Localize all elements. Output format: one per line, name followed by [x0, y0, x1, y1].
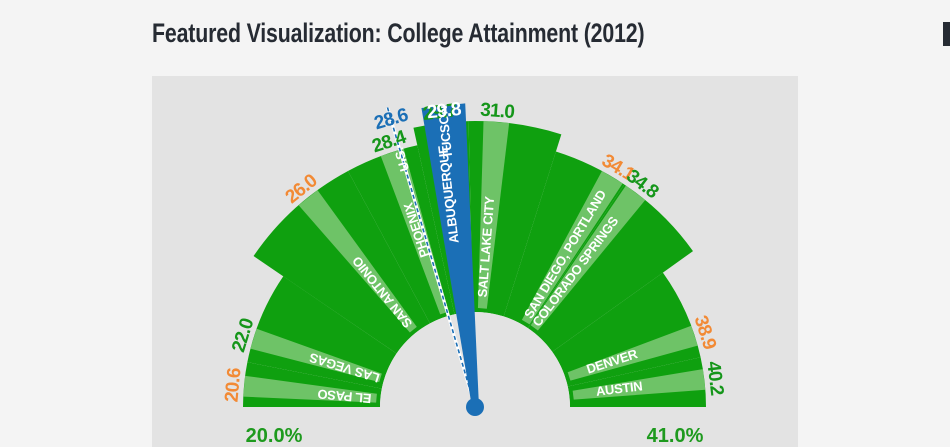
value-band-san-antonio — [298, 190, 417, 333]
sector-colorado-springs — [527, 184, 693, 352]
sector-san-antonio — [253, 171, 430, 354]
value-band-phoenix — [380, 148, 449, 315]
gauge-pivot — [466, 398, 484, 416]
value-label-austin: 40.2 — [702, 360, 727, 396]
value-band-denver — [567, 325, 698, 381]
city-label-tucson: TUCSON — [435, 105, 455, 159]
page-title: Featured Visualization: College Attainme… — [152, 18, 645, 48]
value-label-u-s: 28.6 — [372, 105, 411, 135]
us-reference-line — [386, 107, 476, 408]
value-label-el-paso: 20.6 — [222, 367, 246, 403]
value-label-salt-lake-city: 31.0 — [480, 100, 515, 123]
city-label-austin: AUSTIN — [595, 378, 643, 398]
gauge-chart-panel: EL PASO LAS VEGAS SAN ANTONIO PHOENIX ALBUQU… — [152, 76, 798, 447]
value-band-austin — [572, 369, 706, 400]
axis-max-label: 41.0% — [647, 425, 704, 447]
value-band-el-paso — [243, 375, 377, 403]
city-label-el-paso: EL PASO — [317, 386, 372, 406]
cut-off-heading-fragment — [943, 22, 950, 46]
needle-tucson — [421, 103, 479, 408]
sector-las-vegas — [247, 276, 397, 389]
axis-min-label: 20.0% — [246, 425, 303, 447]
value-band-colorado-springs — [530, 185, 646, 331]
value-band-salt-lake-city — [477, 121, 510, 309]
city-label-u-s: U.S. — [391, 146, 412, 173]
value-band-las-vegas — [250, 328, 382, 383]
sector-denver — [552, 272, 701, 387]
value-label-albuquerque: 29.7 — [422, 100, 458, 125]
value-band-san-diego-portland — [521, 170, 623, 325]
value-label-tucson: 29.8 — [426, 99, 462, 123]
